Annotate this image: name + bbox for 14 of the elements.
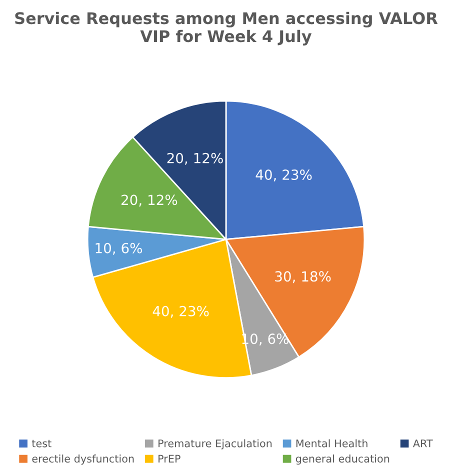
- data-label: 40, 23%: [152, 306, 209, 318]
- data-label: 20, 12%: [122, 194, 178, 207]
- data-label: 40, 23%: [256, 169, 312, 182]
- legend-label: PrEP: [158, 454, 180, 462]
- legend-label: ART: [412, 440, 433, 448]
- legend-label: Premature Ejaculation: [158, 439, 272, 450]
- chart-title: Service Requests among Men accessing VALOR VIP for Week 4 July: [15, 12, 438, 46]
- data-label: 20, 12%: [167, 152, 223, 165]
- legend-label: test: [32, 440, 52, 448]
- legend-label: general education: [296, 454, 390, 465]
- legend-label: Mental Health: [296, 439, 368, 448]
- legend-label: erectile dysfunction: [32, 454, 134, 465]
- data-label: 30, 18%: [275, 271, 331, 284]
- data-label: 10, 6%: [96, 242, 142, 255]
